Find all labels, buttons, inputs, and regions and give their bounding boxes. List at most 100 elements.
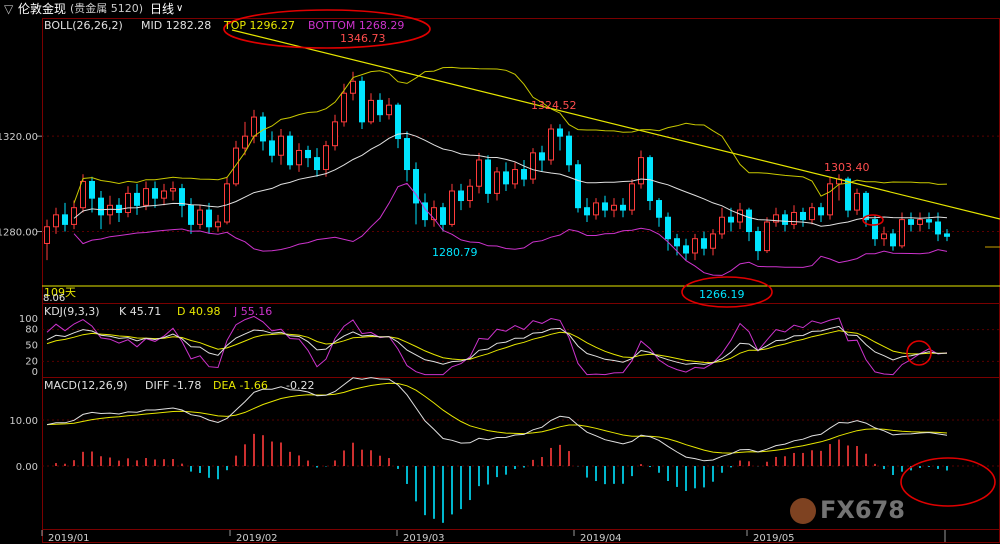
x-tick-label: 2019/03 xyxy=(403,533,445,544)
macd-diff-line xyxy=(46,377,948,462)
watermark-text: FX678 xyxy=(820,496,905,524)
days-count: 109天 xyxy=(44,286,76,299)
candle-body xyxy=(872,219,878,240)
boll-mid-line xyxy=(73,132,948,227)
kdj-k: K 45.71 xyxy=(119,305,162,318)
title-bar: ▽ 伦敦金现 (贵金属 5120) 日线 ∨ xyxy=(0,0,1000,18)
candle-body xyxy=(728,216,734,223)
trend-line xyxy=(231,29,1000,220)
candle-body xyxy=(98,197,104,216)
candle-body xyxy=(809,207,815,221)
candle-body xyxy=(170,188,176,192)
candle-body xyxy=(926,219,932,223)
candle-body xyxy=(206,209,212,228)
candle-body xyxy=(395,104,401,140)
annotation-high-2: 1324.52 xyxy=(531,99,577,112)
candle-body xyxy=(53,214,59,228)
kdj-d: D 40.98 xyxy=(177,305,221,318)
candle-body xyxy=(863,192,869,221)
candle-body xyxy=(449,190,455,225)
top-bottom-highlight xyxy=(223,9,431,49)
candle-body xyxy=(89,180,95,199)
candle-body xyxy=(161,190,167,199)
annotation-low-1: 1280.79 xyxy=(432,246,478,259)
plot-frame xyxy=(42,18,1000,543)
chevron-down-icon[interactable]: ∨ xyxy=(176,3,184,14)
kdj-label[interactable]: KDJ(9,3,3) xyxy=(44,305,100,318)
candle-body xyxy=(683,245,689,254)
annotation-low-2: 1266.19 xyxy=(699,288,745,301)
candle-body xyxy=(638,157,644,185)
candle-body xyxy=(944,233,950,237)
instrument-name[interactable]: 伦敦金现 xyxy=(18,2,67,16)
kdj-tick-label: 0 xyxy=(32,367,38,378)
candle-body xyxy=(629,183,635,211)
low-highlight xyxy=(681,276,773,308)
candle-body xyxy=(323,145,329,171)
candle-body xyxy=(827,183,833,216)
candle-body xyxy=(440,207,446,225)
candle-body xyxy=(881,233,887,240)
candle-body xyxy=(755,231,761,252)
period-selector[interactable]: 日线 xyxy=(150,2,175,16)
candle-body xyxy=(656,200,662,218)
candle-body xyxy=(701,238,707,249)
candle-body xyxy=(233,147,239,185)
y-tick-label: 1320.00 xyxy=(0,132,38,143)
candle-body xyxy=(512,169,518,185)
candle-body xyxy=(593,202,599,216)
candle-body xyxy=(773,214,779,223)
candle-body xyxy=(665,216,671,240)
boll-bottom: BOTTOM 1268.29 xyxy=(308,19,405,32)
kdj-cross-highlight xyxy=(906,340,932,366)
boll-label[interactable]: BOLL(26,26,2) xyxy=(44,19,123,32)
candle-body xyxy=(152,188,158,199)
boll-bottom-line xyxy=(73,182,948,276)
candle-body xyxy=(242,135,248,149)
y-tick-label: 1280.00 xyxy=(0,228,38,239)
candle-body xyxy=(188,204,194,225)
candle-body xyxy=(467,185,473,202)
candle-body xyxy=(71,207,77,225)
macd-label[interactable]: MACD(12,26,9) xyxy=(44,379,128,392)
candle-body xyxy=(251,116,257,137)
x-tick-label: 2019/05 xyxy=(753,533,795,544)
macd-tick-label: 0.00 xyxy=(16,462,38,473)
candle-body xyxy=(269,140,275,156)
current-highlight xyxy=(862,214,884,226)
candle-body xyxy=(791,211,797,225)
watermark: FX678 xyxy=(790,496,905,524)
candle-body xyxy=(845,178,851,211)
candle-body xyxy=(107,204,113,216)
candle-body xyxy=(134,192,140,206)
candle-body xyxy=(305,149,311,159)
kdj-tick-label: 20 xyxy=(25,356,38,367)
candle-body xyxy=(179,188,185,206)
candle-body xyxy=(80,180,86,209)
candle-body xyxy=(44,226,50,244)
candle-body xyxy=(287,135,293,166)
kdj-d-line xyxy=(46,330,948,364)
candle-body xyxy=(899,219,905,247)
macd-dea-line xyxy=(46,382,948,454)
kdj-j: J 55.16 xyxy=(234,305,273,318)
candle-body xyxy=(368,99,374,123)
macd-hist: -0.22 xyxy=(286,379,315,392)
macd-cross-highlight xyxy=(900,457,996,507)
candle-body xyxy=(854,192,860,211)
candle-body xyxy=(548,128,554,161)
candle-body xyxy=(917,219,923,225)
candle-body xyxy=(800,211,806,221)
candle-body xyxy=(782,214,788,225)
annotation-high-3: 1303.40 xyxy=(824,161,870,174)
boll-mid: MID 1282.28 xyxy=(141,19,212,32)
candle-body xyxy=(710,233,716,249)
candle-body xyxy=(521,169,527,180)
macd-dea: DEA -1.66 xyxy=(213,379,268,392)
x-tick-label: 2019/01 xyxy=(48,533,90,544)
candle-body xyxy=(413,169,419,204)
toggle-icon[interactable]: ▽ xyxy=(4,2,14,16)
annotation-high-1: 1346.73 xyxy=(340,32,386,45)
candle-body xyxy=(215,221,221,228)
